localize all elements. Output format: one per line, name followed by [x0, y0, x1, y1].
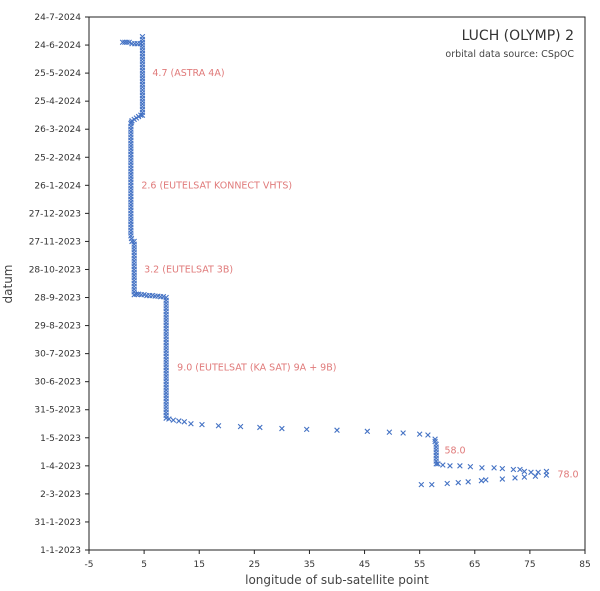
y-tick-label: 25-4-2024 — [34, 97, 81, 107]
y-tick-label: 25-5-2024 — [34, 69, 81, 79]
x-tick-label: 85 — [579, 560, 590, 570]
data-point — [457, 463, 463, 469]
data-point — [521, 468, 528, 475]
data-point — [465, 479, 471, 485]
y-tick-label: 29-8-2023 — [34, 322, 81, 332]
data-point — [435, 461, 441, 467]
x-tick-label: -5 — [85, 560, 94, 570]
y-tick-label: 28-10-2023 — [29, 265, 81, 275]
annotations: 4.7 (ASTRA 4A) 2.6 (EUTELSAT KONNECT VHTS… — [141, 68, 578, 480]
annotation-label: 78.0 — [557, 469, 578, 480]
data-point — [491, 465, 497, 471]
y-tick-label: 28-9-2023 — [34, 294, 81, 304]
x-tick-label: 55 — [414, 560, 425, 570]
data-point — [483, 477, 489, 483]
y-tick-label: 1-5-2023 — [40, 434, 81, 444]
annotation-label: 2.6 (EUTELSAT KONNECT VHTS) — [141, 180, 292, 191]
data-point — [139, 33, 146, 40]
data-point — [135, 291, 142, 297]
data-point — [447, 463, 453, 469]
data-point — [467, 463, 474, 470]
data-points — [119, 33, 550, 488]
x-tick-label: 45 — [359, 560, 370, 570]
data-point — [400, 430, 406, 436]
data-point — [425, 432, 431, 438]
x-axis-label: longitude of sub-satellite point — [245, 573, 429, 587]
y-tick-label: 25-2-2024 — [34, 153, 81, 163]
data-point — [535, 469, 541, 476]
annotation-label: 4.7 (ASTRA 4A) — [152, 68, 224, 79]
data-point — [215, 422, 222, 429]
data-point — [119, 39, 126, 46]
data-point — [532, 473, 539, 480]
annotation-label: 9.0 (EUTELSAT (KA SAT) 9A + 9B) — [177, 363, 336, 374]
data-point — [499, 465, 506, 472]
y-tick-label: 31-1-2023 — [34, 518, 81, 528]
data-point — [279, 425, 285, 432]
data-point — [176, 418, 182, 424]
y-axis-label: datum — [1, 265, 15, 304]
y-tick-label: 30-6-2023 — [34, 378, 81, 388]
data-point — [257, 424, 263, 431]
data-point — [418, 481, 425, 488]
data-point — [543, 468, 550, 475]
data-point — [510, 466, 517, 473]
annotation-label: 58.0 — [444, 445, 465, 456]
plot-frame — [88, 16, 586, 551]
data-point — [181, 419, 188, 425]
data-point — [170, 417, 177, 423]
y-tick-label: 27-11-2023 — [29, 237, 81, 247]
y-tick-label: 26-3-2024 — [34, 125, 81, 135]
y-tick-label: 30-7-2023 — [34, 350, 81, 360]
data-point — [499, 476, 506, 482]
x-axis: -5 5 15 25 35 45 55 65 75 85 — [85, 550, 591, 570]
data-point — [386, 429, 393, 435]
y-tick-label: 24-6-2024 — [34, 41, 81, 51]
y-tick-label: 31-5-2023 — [34, 406, 81, 416]
y-tick-label: 2-3-2023 — [40, 490, 81, 500]
data-point — [440, 462, 446, 468]
chart-subtitle: orbital data source: CSpOC — [445, 49, 574, 60]
data-point — [199, 421, 205, 428]
data-point — [429, 481, 435, 488]
annotation-label: 3.2 (EUTELSAT 3B) — [144, 264, 233, 275]
data-point — [122, 39, 128, 46]
data-point — [528, 469, 534, 476]
y-tick-label: 1-4-2023 — [40, 462, 81, 472]
y-axis: 1-1-2023 31-1-2023 2-3-2023 1-4-2023 1-5-202… — [29, 13, 89, 556]
data-point — [237, 423, 244, 430]
y-tick-label: 27-12-2023 — [29, 209, 81, 219]
data-point — [444, 480, 451, 487]
x-tick-label: 65 — [469, 560, 480, 570]
data-point — [188, 420, 194, 427]
data-point — [138, 112, 144, 118]
x-tick-label: 5 — [141, 560, 147, 570]
y-tick-label: 26-1-2024 — [34, 181, 81, 191]
x-tick-label: 35 — [304, 560, 315, 570]
data-point — [478, 477, 485, 484]
data-point — [517, 466, 523, 473]
x-tick-label: 25 — [249, 560, 260, 570]
data-point — [479, 465, 485, 471]
data-point — [432, 438, 438, 445]
y-tick-label: 1-1-2023 — [40, 546, 81, 556]
x-tick-label: 75 — [524, 560, 535, 570]
data-point — [303, 426, 310, 433]
data-point — [512, 475, 518, 481]
data-point — [521, 474, 528, 480]
data-point — [364, 428, 371, 435]
data-point — [416, 431, 423, 437]
data-point — [126, 39, 133, 46]
data-point — [334, 427, 340, 434]
y-tick-label: 24-7-2024 — [34, 13, 81, 23]
data-point — [129, 40, 135, 47]
data-point — [432, 436, 438, 442]
data-point — [455, 479, 462, 486]
data-point — [124, 39, 130, 46]
x-tick-label: 15 — [193, 560, 204, 570]
chart-title: LUCH (OLYMP) 2 — [462, 28, 574, 44]
